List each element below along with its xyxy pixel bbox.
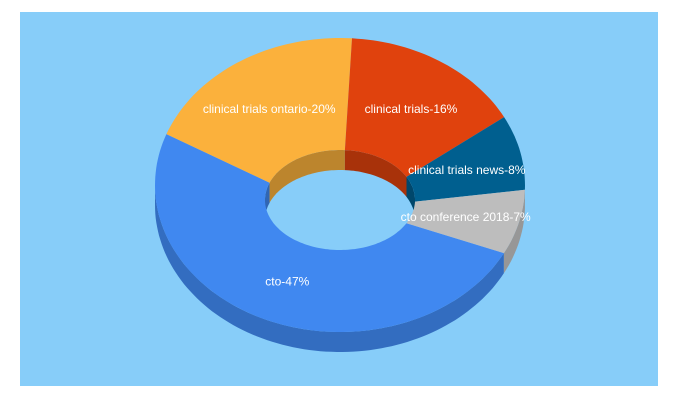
- slice-inner-wall: [406, 176, 415, 220]
- slice: [344, 38, 505, 177]
- donut-tops: [155, 38, 525, 332]
- slice-inner-wall: [344, 150, 407, 197]
- slice-label: clinical trials ontario-20%: [203, 102, 336, 116]
- slice-inner-wall: [269, 150, 345, 203]
- slice: [155, 134, 504, 332]
- slice-label: clinical trials news-8%: [408, 163, 526, 177]
- donut-labels: cto-47% clinical trials ontario-20% clinic…: [203, 102, 531, 289]
- slice: [406, 117, 525, 202]
- slice-label: cto conference 2018-7%: [401, 210, 531, 224]
- slice-outer-wall: [503, 189, 525, 274]
- slice-label: clinical trials-16%: [365, 102, 458, 116]
- slice-label: cto-47%: [265, 275, 309, 289]
- slice: [406, 189, 525, 254]
- slice: [166, 38, 352, 183]
- slice-outer-wall: [155, 185, 504, 352]
